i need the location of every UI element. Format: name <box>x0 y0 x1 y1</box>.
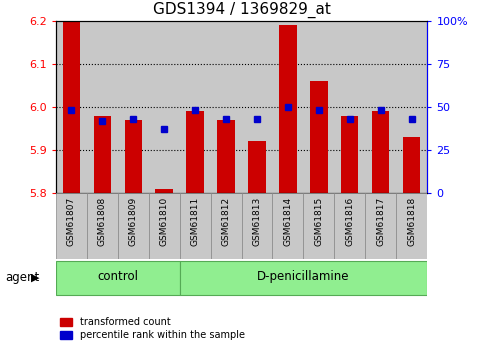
Text: GSM61817: GSM61817 <box>376 196 385 246</box>
Bar <box>56 21 86 193</box>
Bar <box>149 21 180 193</box>
Bar <box>303 193 334 259</box>
Bar <box>156 189 172 193</box>
Bar <box>211 193 242 259</box>
Bar <box>217 120 235 193</box>
Bar <box>117 193 149 259</box>
Text: GSM61815: GSM61815 <box>314 196 324 246</box>
Title: GDS1394 / 1369829_at: GDS1394 / 1369829_at <box>153 2 330 18</box>
Text: agent: agent <box>5 271 39 284</box>
Bar <box>186 111 203 193</box>
Bar <box>397 21 427 193</box>
Bar <box>403 137 421 193</box>
Bar <box>242 193 272 259</box>
Bar <box>366 193 397 259</box>
Text: GSM61818: GSM61818 <box>408 196 416 246</box>
Bar <box>311 81 327 193</box>
Text: control: control <box>97 270 138 284</box>
Bar <box>56 261 180 295</box>
Text: GSM61807: GSM61807 <box>67 196 75 246</box>
Bar <box>242 21 272 193</box>
Bar <box>272 193 303 259</box>
Bar <box>303 21 334 193</box>
Legend: transformed count, percentile rank within the sample: transformed count, percentile rank withi… <box>60 317 245 340</box>
Text: GSM61809: GSM61809 <box>128 196 138 246</box>
Text: D-penicillamine: D-penicillamine <box>257 270 350 284</box>
Bar <box>125 120 142 193</box>
Bar <box>366 21 397 193</box>
Bar <box>86 21 117 193</box>
Text: GSM61811: GSM61811 <box>190 196 199 246</box>
Bar <box>372 111 389 193</box>
Text: GSM61808: GSM61808 <box>98 196 107 246</box>
Bar <box>248 141 266 193</box>
Bar <box>334 193 366 259</box>
Bar <box>180 193 211 259</box>
Bar <box>149 193 180 259</box>
Text: GSM61810: GSM61810 <box>159 196 169 246</box>
Bar <box>341 116 358 193</box>
Text: GSM61812: GSM61812 <box>222 196 230 246</box>
Bar <box>86 193 117 259</box>
Bar <box>117 21 149 193</box>
Bar <box>280 25 297 193</box>
Bar <box>94 116 111 193</box>
Bar <box>211 21 242 193</box>
Bar <box>397 193 427 259</box>
Bar <box>62 21 80 193</box>
Text: GSM61813: GSM61813 <box>253 196 261 246</box>
Text: GSM61816: GSM61816 <box>345 196 355 246</box>
Bar <box>180 261 427 295</box>
Text: ▶: ▶ <box>30 273 39 283</box>
Text: GSM61814: GSM61814 <box>284 196 293 246</box>
Bar <box>180 21 211 193</box>
Bar <box>56 193 86 259</box>
Bar <box>272 21 303 193</box>
Bar <box>334 21 366 193</box>
